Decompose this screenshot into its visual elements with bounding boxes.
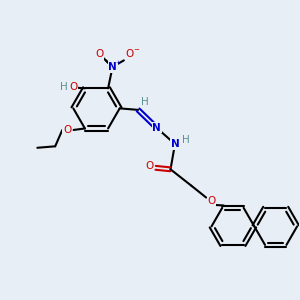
Text: H: H [141, 98, 148, 107]
Text: +: + [115, 60, 120, 65]
Text: O: O [145, 161, 153, 171]
Text: N: N [171, 139, 179, 149]
Text: −: − [134, 47, 139, 53]
Text: H: H [182, 135, 190, 145]
Text: O: O [63, 125, 71, 135]
Text: O: O [95, 50, 103, 59]
Text: H: H [60, 82, 68, 92]
Text: O: O [126, 50, 134, 59]
Text: O: O [70, 82, 78, 92]
Text: O: O [207, 196, 216, 206]
Text: N: N [108, 62, 117, 72]
Text: N: N [152, 123, 161, 133]
